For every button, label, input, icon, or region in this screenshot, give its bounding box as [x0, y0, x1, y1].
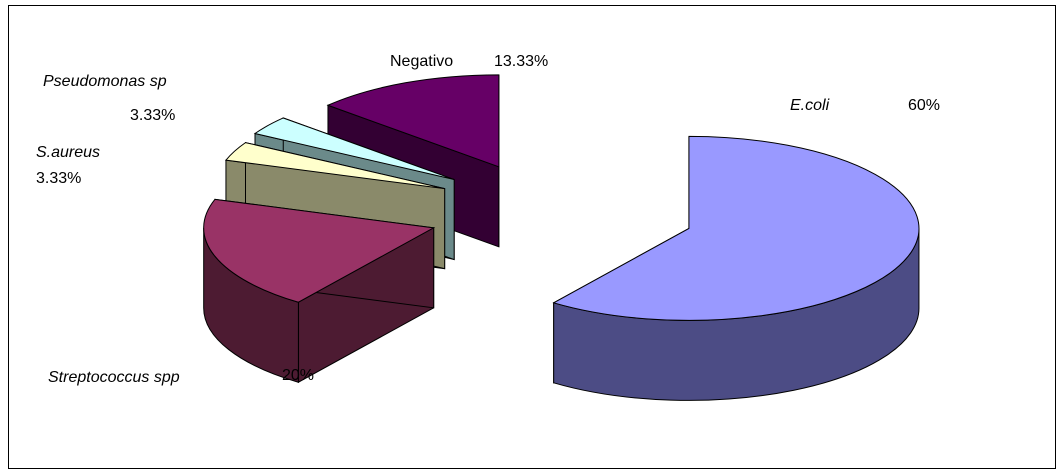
- label-negativo-value: 13.33%: [494, 53, 548, 70]
- pie-labels: Negativo 13.33% Pseudomonas sp 3.33% S.aureu…: [36, 53, 940, 386]
- slice-negativo: [326, 74, 500, 168]
- label-s-aureus-value: 3.33%: [36, 170, 81, 187]
- slice-e-coli: [552, 135, 920, 321]
- slice-pseudomonas-sp: [253, 117, 455, 181]
- pie-tops: [203, 74, 920, 321]
- label-pseudomonas-sp-value: 3.33%: [130, 107, 175, 124]
- label-e-coli-value: 60%: [908, 97, 940, 114]
- label-e-coli-name: E.coli: [790, 97, 830, 114]
- label-streptococcus-spp-name: Streptococcus spp: [48, 369, 180, 386]
- slice-s-aureus: [224, 142, 445, 190]
- slice-streptococcus-spp: [203, 198, 436, 303]
- label-pseudomonas-sp-name: Pseudomonas sp: [43, 73, 167, 90]
- label-streptococcus-spp-value: 20%: [282, 367, 314, 384]
- label-negativo-name: Negativo: [390, 53, 453, 70]
- label-s-aureus-name: S.aureus: [36, 144, 100, 161]
